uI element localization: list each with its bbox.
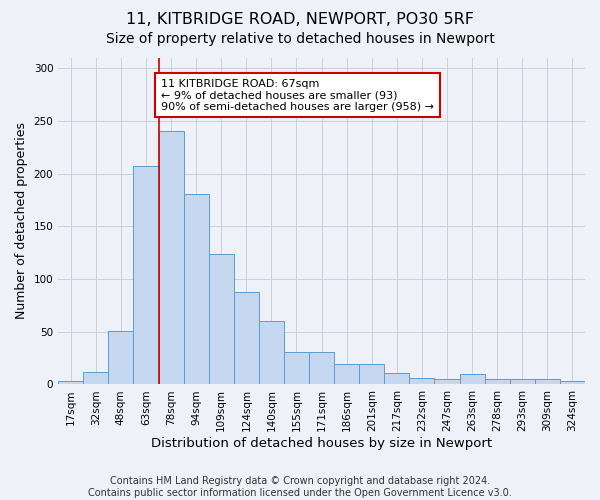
Bar <box>284 352 309 384</box>
Bar <box>109 330 133 384</box>
Bar <box>309 352 334 384</box>
Bar <box>259 321 284 384</box>
Bar <box>560 382 585 384</box>
X-axis label: Distribution of detached houses by size in Newport: Distribution of detached houses by size … <box>151 437 492 450</box>
Bar <box>83 372 109 384</box>
Bar <box>334 364 359 384</box>
Bar <box>409 378 434 384</box>
Bar <box>209 254 234 384</box>
Bar <box>359 364 385 384</box>
Bar <box>385 373 409 384</box>
Bar <box>234 292 259 384</box>
Bar <box>434 379 460 384</box>
Bar <box>158 132 184 384</box>
Bar <box>460 374 485 384</box>
Bar <box>184 194 209 384</box>
Bar <box>133 166 158 384</box>
Bar <box>510 379 535 384</box>
Text: 11, KITBRIDGE ROAD, NEWPORT, PO30 5RF: 11, KITBRIDGE ROAD, NEWPORT, PO30 5RF <box>126 12 474 28</box>
Text: 11 KITBRIDGE ROAD: 67sqm
← 9% of detached houses are smaller (93)
90% of semi-de: 11 KITBRIDGE ROAD: 67sqm ← 9% of detache… <box>161 78 434 112</box>
Text: Contains HM Land Registry data © Crown copyright and database right 2024.
Contai: Contains HM Land Registry data © Crown c… <box>88 476 512 498</box>
Bar <box>535 379 560 384</box>
Bar <box>58 382 83 384</box>
Text: Size of property relative to detached houses in Newport: Size of property relative to detached ho… <box>106 32 494 46</box>
Y-axis label: Number of detached properties: Number of detached properties <box>15 122 28 320</box>
Bar <box>485 379 510 384</box>
